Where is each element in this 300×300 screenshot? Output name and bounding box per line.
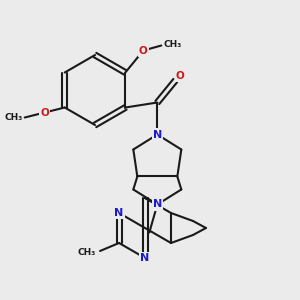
Text: N: N	[140, 253, 150, 263]
Text: N: N	[114, 208, 124, 218]
Text: O: O	[176, 70, 185, 80]
Text: N: N	[153, 130, 162, 140]
Text: O: O	[40, 107, 49, 118]
Text: CH₃: CH₃	[163, 40, 182, 49]
Text: N: N	[153, 200, 162, 209]
Text: CH₃: CH₃	[4, 113, 23, 122]
Text: O: O	[139, 46, 148, 56]
Text: CH₃: CH₃	[78, 248, 96, 257]
